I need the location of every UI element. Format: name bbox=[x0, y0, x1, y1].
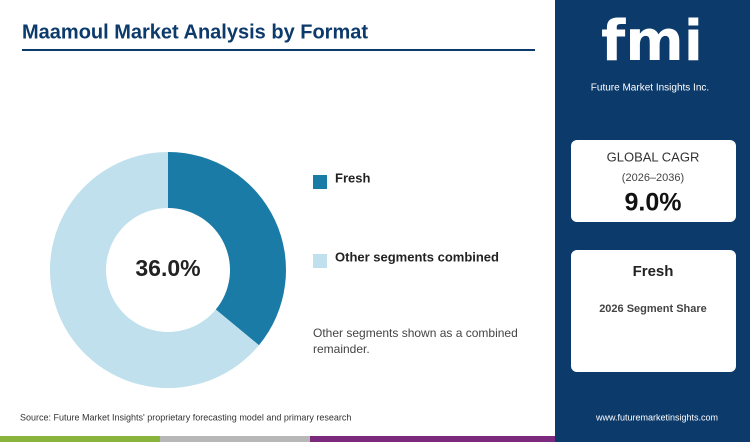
stripe bbox=[310, 436, 555, 442]
donut-slice bbox=[168, 152, 286, 346]
logo-subtitle: Future Market Insights Inc. bbox=[591, 83, 709, 94]
donut bbox=[49, 152, 286, 388]
cagr-label: GLOBAL CAGR bbox=[607, 149, 700, 164]
source: Source: Future Market Insights' propriet… bbox=[20, 412, 351, 422]
segment-card bbox=[571, 250, 736, 372]
note: Other segments shown as a combined remai… bbox=[313, 326, 518, 356]
center-label: 36.0% bbox=[135, 255, 200, 281]
legend-label: Other segments combined bbox=[335, 249, 499, 264]
logo: fmi bbox=[601, 9, 703, 74]
legend-swatch bbox=[313, 175, 327, 189]
stripe bbox=[160, 436, 310, 442]
legend-label: Fresh bbox=[335, 170, 370, 185]
cagr-period: (2026–2036) bbox=[622, 172, 684, 184]
chart-title: Maamoul Market Analysis by Format bbox=[22, 21, 368, 43]
segment-name: Fresh bbox=[633, 263, 674, 280]
cagr-value: 9.0% bbox=[625, 189, 682, 217]
segment-caption: 2026 Segment Share bbox=[599, 303, 707, 315]
url: www.futuremarketinsights.com bbox=[595, 412, 718, 422]
stripe bbox=[555, 436, 750, 442]
donut-slice bbox=[49, 152, 259, 388]
cagr-card bbox=[571, 140, 736, 222]
stripe bbox=[0, 436, 160, 442]
legend-swatch bbox=[313, 254, 327, 268]
